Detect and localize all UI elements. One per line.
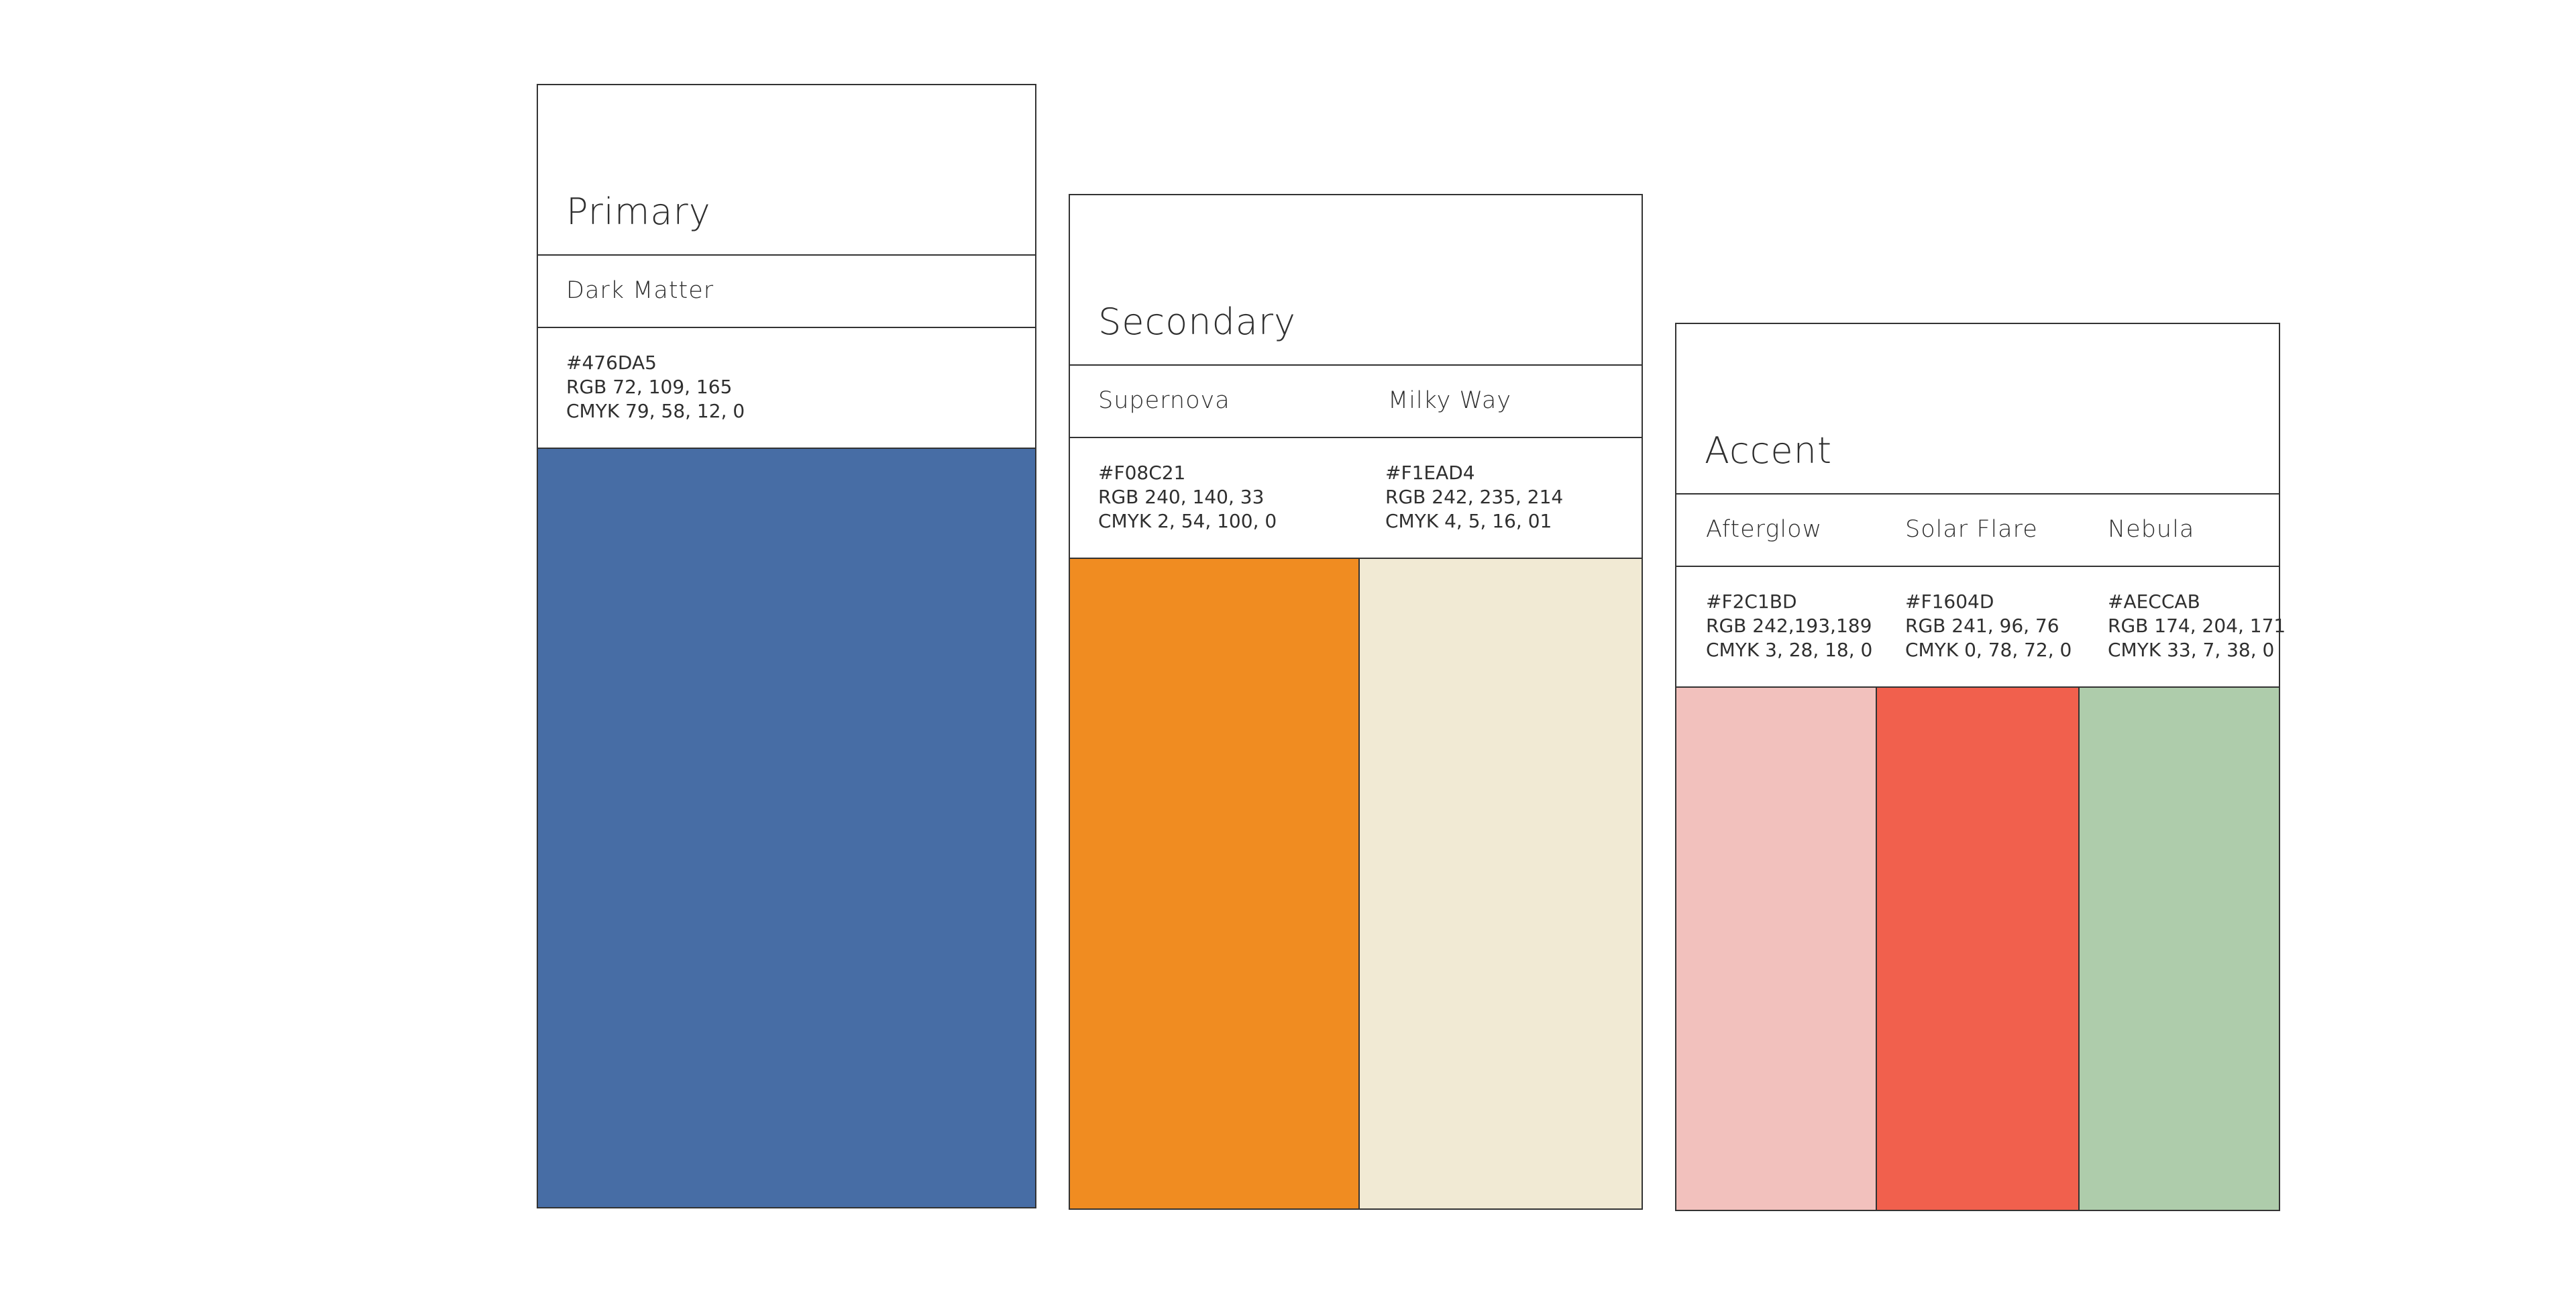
- hex-value: #F2C1BD: [1706, 590, 1797, 613]
- secondary-values-row: #F08C21 RGB 240, 140, 33 CMYK 2, 54, 100…: [1070, 438, 1642, 559]
- hex-value: #F1EAD4: [1385, 462, 1475, 484]
- color-values-milky-way: #F1EAD4 RGB 242, 235, 214 CMYK 4, 5, 16,…: [1385, 461, 1563, 533]
- primary-names-row: Dark Matter: [538, 256, 1035, 328]
- swatch-afterglow: [1676, 688, 1876, 1210]
- cmyk-value: CMYK 2, 54, 100, 0: [1098, 510, 1277, 532]
- color-name-milky-way: Milky Way: [1388, 387, 1512, 414]
- accent-header: Accent: [1676, 324, 2279, 495]
- cmyk-value: CMYK 3, 28, 18, 0: [1706, 639, 1873, 661]
- cmyk-value: CMYK 33, 7, 38, 0: [2108, 639, 2275, 661]
- accent-values-row: #F2C1BD RGB 242,193,189 CMYK 3, 28, 18, …: [1676, 567, 2286, 688]
- rgb-value: RGB 242, 235, 214: [1385, 486, 1564, 508]
- rgb-value: RGB 240, 140, 33: [1098, 486, 1265, 508]
- color-name-dark-matter: Dark Matter: [566, 277, 714, 304]
- color-values-supernova: #F08C21 RGB 240, 140, 33 CMYK 2, 54, 100…: [1098, 461, 1277, 533]
- rgb-value: RGB 241, 96, 76: [1905, 615, 2059, 637]
- rgb-value: RGB 72, 109, 165: [566, 376, 733, 398]
- color-name-solar-flare: Solar Flare: [1905, 516, 2038, 543]
- color-values-nebula: #AECCAB RGB 174, 204, 171 CMYK 33, 7, 38…: [2108, 590, 2286, 662]
- secondary-names-row: Supernova Milky Way: [1070, 366, 1642, 438]
- primary-swatch-row: [538, 449, 1035, 1207]
- swatch-dark-matter: [538, 449, 1035, 1207]
- color-name-nebula: Nebula: [2108, 516, 2195, 543]
- cmyk-value: CMYK 0, 78, 72, 0: [1905, 639, 2072, 661]
- swatch-supernova: [1070, 559, 1358, 1208]
- rgb-value: RGB 174, 204, 171: [2108, 615, 2286, 637]
- color-values-solar-flare: #F1604D RGB 241, 96, 76 CMYK 0, 78, 72, …: [1905, 590, 2072, 662]
- cmyk-value: CMYK 79, 58, 12, 0: [566, 400, 745, 422]
- accent-palette-panel: Accent Afterglow Solar Flare Nebula #F2C…: [1675, 323, 2286, 1211]
- hex-value: #AECCAB: [2108, 590, 2200, 613]
- cmyk-value: CMYK 4, 5, 16, 01: [1385, 510, 1552, 532]
- primary-values-row: #476DA5 RGB 72, 109, 165 CMYK 79, 58, 12…: [538, 328, 1035, 449]
- accent-swatch-row: [1676, 688, 2279, 1210]
- color-name-afterglow: Afterglow: [1706, 516, 1823, 543]
- secondary-title: Secondary: [1098, 301, 1296, 343]
- hex-value: #F08C21: [1098, 462, 1186, 484]
- color-values-dark-matter: #476DA5 RGB 72, 109, 165 CMYK 79, 58, 12…: [566, 351, 745, 423]
- swatch-milky-way: [1358, 559, 1642, 1208]
- secondary-header: Secondary: [1070, 195, 1642, 366]
- primary-palette-panel: Primary Dark Matter #476DA5 RGB 72, 109,…: [537, 84, 1036, 1208]
- hex-value: #F1604D: [1905, 590, 1994, 613]
- primary-title: Primary: [566, 191, 711, 233]
- accent-names-row: Afterglow Solar Flare Nebula: [1676, 495, 2279, 567]
- color-values-afterglow: #F2C1BD RGB 242,193,189 CMYK 3, 28, 18, …: [1706, 590, 1872, 662]
- primary-header: Primary: [538, 85, 1035, 256]
- rgb-value: RGB 242,193,189: [1706, 615, 1872, 637]
- hex-value: #476DA5: [566, 352, 657, 374]
- color-name-supernova: Supernova: [1098, 387, 1230, 414]
- swatch-nebula: [2078, 688, 2279, 1210]
- accent-title: Accent: [1705, 429, 1832, 472]
- swatch-solar-flare: [1876, 688, 2078, 1210]
- secondary-swatch-row: [1070, 559, 1642, 1208]
- secondary-palette-panel: Secondary Supernova Milky Way #F08C21 RG…: [1069, 194, 1643, 1210]
